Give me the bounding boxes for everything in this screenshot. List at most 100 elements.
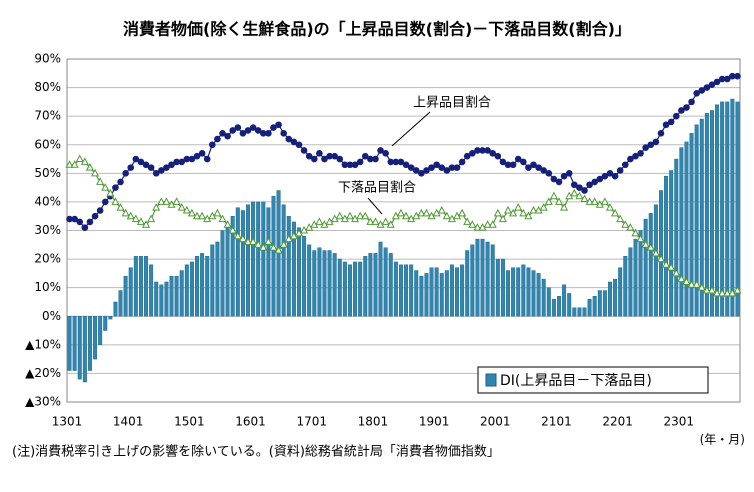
annotation-arrow [367, 197, 383, 215]
bar [327, 250, 332, 317]
marker [540, 167, 548, 174]
bar [572, 307, 577, 317]
marker [529, 205, 538, 214]
bar [144, 256, 149, 317]
marker [152, 170, 160, 177]
marker [249, 237, 258, 245]
marker [581, 187, 588, 194]
bar [93, 316, 98, 360]
marker [371, 217, 380, 225]
marker [657, 130, 665, 137]
bar [521, 264, 526, 317]
marker [688, 98, 695, 106]
marker [85, 163, 94, 171]
bar [123, 276, 128, 317]
marker [458, 208, 467, 217]
legend-swatch [485, 373, 497, 387]
marker [396, 208, 405, 217]
marker [137, 158, 145, 166]
bar [567, 293, 572, 317]
marker [504, 161, 512, 169]
marker [397, 158, 405, 166]
x-tick-label: 1901 [419, 415, 450, 429]
bar [608, 281, 612, 317]
bar [602, 290, 607, 317]
y-tick-label: ▲10% [25, 337, 61, 351]
marker [697, 283, 706, 291]
marker [662, 121, 670, 129]
bar [429, 267, 434, 317]
marker [80, 157, 89, 165]
marker [678, 107, 685, 114]
marker [422, 208, 431, 217]
marker [723, 288, 732, 297]
marker [519, 208, 528, 217]
marker [468, 220, 477, 228]
bar [490, 244, 495, 317]
bar [414, 270, 419, 317]
bar [393, 261, 398, 317]
marker [387, 158, 395, 166]
bar [582, 307, 587, 317]
bar [557, 296, 561, 317]
marker [269, 243, 278, 251]
marker [264, 237, 273, 245]
plot-border [66, 58, 741, 403]
marker [198, 211, 207, 220]
marker [621, 161, 629, 169]
bar [302, 236, 307, 317]
marker [554, 197, 564, 205]
marker [443, 167, 451, 174]
marker [96, 207, 104, 214]
marker [163, 164, 170, 171]
marker [65, 160, 74, 168]
marker [626, 223, 635, 231]
marker [494, 152, 502, 160]
marker [514, 155, 522, 163]
marker [356, 211, 365, 220]
marker [361, 152, 369, 160]
bar [526, 267, 531, 317]
marker [382, 150, 389, 157]
marker [192, 211, 202, 220]
marker [433, 161, 440, 169]
marker [254, 127, 262, 134]
marker [71, 215, 78, 223]
marker [438, 164, 446, 171]
marker [585, 197, 594, 205]
marker [489, 150, 497, 157]
marker [453, 164, 461, 171]
bar [378, 241, 383, 317]
bar [511, 267, 516, 317]
bar [291, 221, 296, 317]
marker [132, 155, 140, 163]
marker [275, 121, 282, 129]
bar [281, 204, 286, 317]
marker [687, 280, 696, 288]
bar [388, 253, 393, 317]
bar [409, 264, 414, 317]
x-tick-label: 1401 [113, 415, 144, 429]
marker [106, 188, 115, 197]
bar [332, 253, 337, 317]
marker [111, 197, 120, 205]
marker [305, 152, 313, 160]
marker [641, 240, 650, 248]
bar [251, 201, 256, 317]
marker [600, 197, 609, 205]
marker [280, 130, 287, 137]
marker [520, 158, 527, 166]
marker [611, 208, 620, 217]
bar [149, 264, 154, 317]
bar [699, 118, 704, 317]
bar [138, 256, 143, 317]
bar [536, 273, 541, 317]
marker [611, 172, 619, 180]
marker [218, 214, 227, 223]
marker [203, 155, 211, 163]
bar [419, 276, 424, 317]
marker [458, 158, 466, 166]
bar [424, 273, 429, 317]
bar [98, 316, 103, 346]
bar [189, 261, 194, 317]
